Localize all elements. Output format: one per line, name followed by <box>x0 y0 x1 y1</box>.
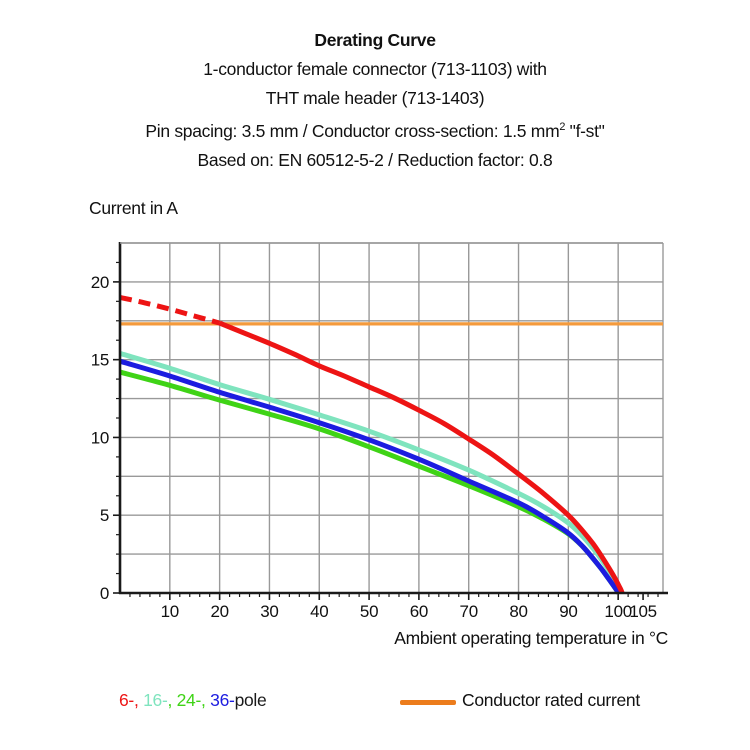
legend-rated-current-label: Conductor rated current <box>462 690 640 710</box>
legend-rated-current-swatch <box>400 700 456 705</box>
y-tick-label: 10 <box>91 428 109 447</box>
legend-pole-segment: 36- <box>205 690 235 710</box>
x-tick-label: 70 <box>460 602 478 621</box>
x-tick-label: 10 <box>161 602 179 621</box>
curve-6-pole-dashed <box>119 294 221 326</box>
figure-subtitle-spec: Pin spacing: 3.5 mm / Conductor cross-se… <box>145 120 605 141</box>
x-tick-label: 90 <box>559 602 577 621</box>
legend-pole-counts: 6-, 16-, 24-, 36-pole <box>119 690 267 711</box>
x-tick-label: 100 <box>604 602 631 621</box>
x-tick-label: 40 <box>310 602 328 621</box>
curve-6-pole <box>218 320 625 595</box>
y-axis-label: Current in A <box>89 198 178 218</box>
legend-pole-segment: pole <box>234 690 267 710</box>
y-tick-label: 20 <box>91 273 109 292</box>
x-tick-label: 80 <box>509 602 527 621</box>
y-tick-label: 5 <box>100 506 109 525</box>
x-tick-label: 50 <box>360 602 378 621</box>
x-tick-label: 105 <box>629 602 656 621</box>
figure-title: Derating Curve <box>314 30 436 50</box>
x-tick-label: 60 <box>410 602 428 621</box>
curve-36-pole <box>119 358 621 595</box>
y-tick-label: 0 <box>100 584 109 603</box>
figure-subtitle-standard: Based on: EN 60512-5-2 / Reduction facto… <box>197 149 553 170</box>
x-tick-label: 20 <box>210 602 228 621</box>
y-tick-label: 15 <box>91 351 109 370</box>
legend-pole-segment: 24-, <box>172 690 206 710</box>
x-axis-label: Ambient operating temperature in °C <box>394 628 668 648</box>
legend-pole-segment: , <box>167 690 173 710</box>
legend-pole-segment: 16- <box>138 690 168 710</box>
legend-pole-segment: 6-, <box>119 690 139 710</box>
mm2-superscript: 2 <box>559 121 566 133</box>
figure-subtitle-header: THT male header (713-1403) <box>265 88 485 108</box>
figure-header: Derating Curve 1-conductor female connec… <box>0 26 750 175</box>
figure-subtitle-connector: 1-conductor female connector (713-1103) … <box>203 59 547 79</box>
x-tick-label: 30 <box>260 602 278 621</box>
